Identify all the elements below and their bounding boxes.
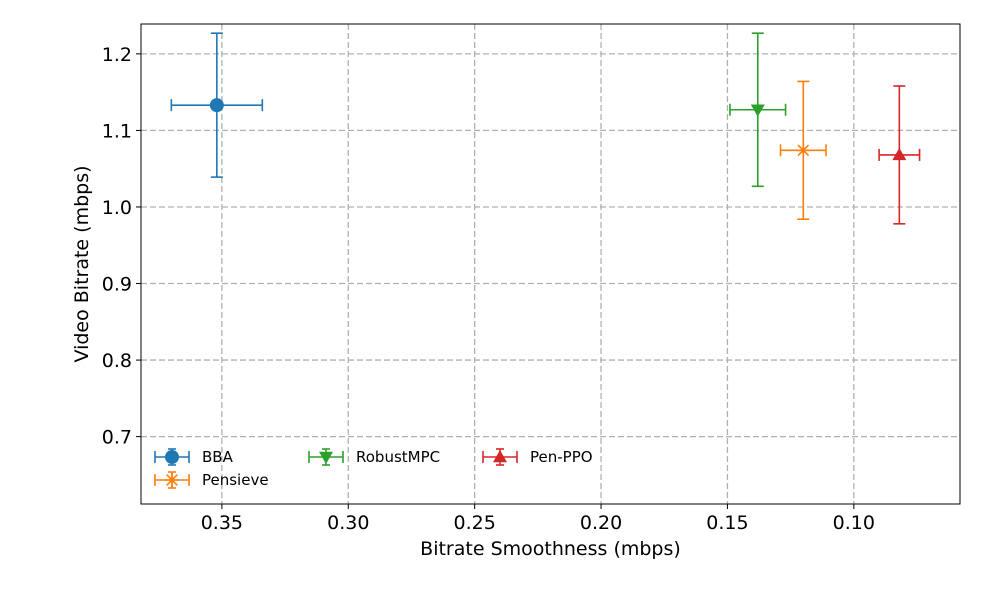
legend-label: Pen-PPO	[530, 448, 593, 466]
y-tick-label: 0.7	[102, 427, 132, 449]
legend-label: BBA	[202, 448, 234, 466]
legend-item-robustmpc: RobustMPC	[308, 448, 440, 466]
y-tick-label: 0.8	[102, 350, 132, 372]
legend: BBA Pensieve RobustMPC Pen-PPO	[154, 448, 593, 489]
x-tick-label: 0.10	[833, 512, 875, 534]
x-axis-label: Bitrate Smoothness (mbps)	[420, 538, 681, 560]
series-bba	[170, 32, 264, 178]
y-tick-label: 1.2	[102, 44, 132, 66]
data-point-marker	[750, 104, 765, 117]
series-pensieve	[779, 80, 827, 221]
series-robustmpc	[729, 32, 787, 188]
data-point-marker	[795, 142, 811, 158]
legend-marker	[493, 450, 507, 463]
x-tick-label: 0.15	[706, 512, 748, 534]
plot-series	[170, 32, 921, 225]
y-tick-label: 1.1	[102, 120, 132, 142]
legend-marker	[165, 450, 179, 464]
legend-item-bba: BBA	[154, 448, 234, 466]
x-tick-label: 0.35	[201, 512, 243, 534]
y-axis-label: Video Bitrate (mbps)	[71, 165, 93, 362]
legend-item-pensieve: Pensieve	[154, 471, 269, 489]
legend-marker	[319, 451, 333, 464]
x-tick-label: 0.20	[580, 512, 622, 534]
series-pen-ppo	[878, 85, 921, 225]
y-tick-label: 0.9	[102, 274, 132, 296]
legend-label: RobustMPC	[356, 448, 440, 466]
y-tick-label: 1.0	[102, 197, 132, 219]
legend-label: Pensieve	[202, 471, 269, 489]
data-point-marker	[209, 98, 224, 113]
plot-frame	[140, 23, 961, 505]
grid	[141, 24, 960, 504]
x-tick-label: 0.30	[327, 512, 369, 534]
legend-marker	[164, 472, 180, 488]
data-point-marker	[892, 147, 907, 161]
axis-ticks: 0.35 0.30 0.25 0.20 0.15 0.10 0.7 0.8 0.9 1.0 1.1 1…	[102, 44, 875, 534]
legend-item-pen-ppo: Pen-PPO	[482, 448, 593, 466]
x-tick-label: 0.25	[454, 512, 496, 534]
